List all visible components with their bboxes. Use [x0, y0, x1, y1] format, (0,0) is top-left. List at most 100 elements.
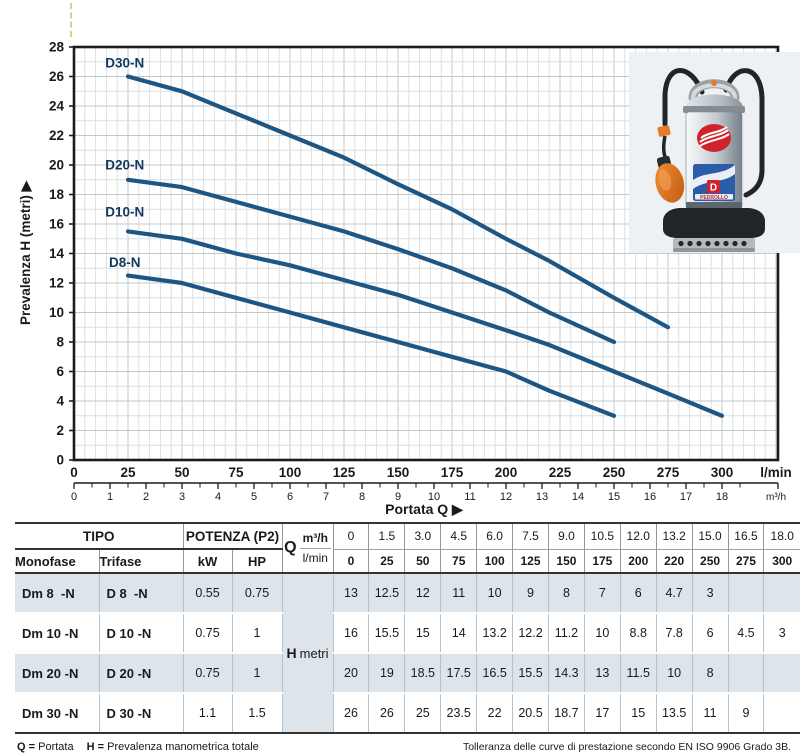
q-value-lmin: 25: [368, 549, 405, 574]
q-value-lmin: 75: [440, 549, 477, 574]
tolerance-footnote: Tolleranza delle curve di prestazione se…: [462, 741, 791, 753]
y-tick-label: 22: [49, 128, 64, 143]
q-value-lmin: 0: [332, 549, 369, 574]
legend-h-term: H =: [86, 741, 105, 753]
cell-hp: 0.75: [231, 573, 283, 613]
cell-kw: 0.75: [182, 652, 233, 693]
x-tick-label-m3h: 13: [536, 491, 548, 503]
page-trim-mark: [70, 3, 72, 37]
unit-lmin: l/min: [302, 551, 328, 565]
cell-h-value: 11: [440, 573, 477, 613]
cell-h-value: 12.5: [368, 573, 405, 613]
cell-h-value: 18.7: [547, 692, 585, 733]
x-axis-title: Portata Q ▶: [385, 501, 464, 517]
cell-h-value: 15.5: [368, 612, 405, 653]
series-letter: D: [710, 183, 717, 194]
cell-h-value: 4.5: [727, 612, 764, 653]
cell-h-value: 19: [368, 652, 405, 693]
q-value-m3h: 1.5: [368, 523, 405, 550]
q-value-lmin: 275: [727, 549, 764, 574]
cell-h-value: 6: [691, 612, 728, 653]
curve-label-D8-N: D8-N: [109, 255, 141, 270]
cell-kw: 0.75: [182, 612, 233, 653]
cell-h-value: 8.8: [619, 612, 657, 653]
cell-h-value: 20: [332, 652, 369, 693]
cell-h-value: 16.5: [476, 652, 513, 693]
cell-h-value: 13.5: [655, 692, 693, 733]
motor-dome: [685, 94, 743, 108]
y-tick-label: 4: [56, 394, 64, 409]
cell-h-value: 3: [691, 573, 728, 613]
cell-h-value: 13: [332, 573, 369, 613]
cell-trifase: D 20 -N: [98, 652, 184, 693]
q-value-lmin: 150: [547, 549, 585, 574]
q-value-m3h: 6.0: [476, 523, 513, 550]
x-tick-label-m3h: 14: [572, 491, 584, 503]
curve-label-D10-N: D10-N: [105, 205, 144, 220]
q-value-lmin: 125: [512, 549, 549, 574]
q-value-lmin: 300: [763, 549, 800, 574]
cell-h-value: 11: [691, 692, 728, 733]
q-value-m3h: 12.0: [619, 523, 657, 550]
x-tick-label-m3h: 1: [107, 491, 113, 503]
q-value-m3h: 0: [332, 523, 369, 550]
x-tick-label-m3h: 6: [287, 491, 293, 503]
x-tick-label-lmin: 175: [441, 465, 464, 480]
pump-curve-D8-N: [125, 273, 617, 418]
y-tick-label: 2: [56, 423, 64, 438]
x-tick-label-m3h: 7: [323, 491, 329, 503]
y-tick-label: 18: [49, 187, 65, 202]
cell-kw: 0.55: [182, 573, 233, 613]
y-tick-label: 26: [49, 69, 65, 84]
cell-h-value: 9: [727, 692, 764, 733]
cell-h-value: [727, 652, 764, 693]
cell-h-value: [763, 573, 800, 613]
cell-h-value: 8: [691, 652, 728, 693]
x-tick-label-m3h: 17: [680, 491, 692, 503]
table-row-D10-N: Dm 10 -N D 10 -N 0.75 1 16 15.5 15 14 13.2 12.2 11…: [15, 612, 800, 653]
cell-h-value: 6: [619, 573, 657, 613]
y-tick-label: 0: [56, 453, 64, 468]
cell-h-value: 17: [583, 692, 621, 733]
x-tick-label-lmin: 300: [711, 465, 734, 480]
cell-h-value: 18.5: [404, 652, 441, 693]
x-tick-label-m3h: 9: [395, 491, 401, 503]
q-value-m3h: 10.5: [583, 523, 621, 550]
suction-strainer: [673, 238, 755, 249]
x-tick-label-lmin: 200: [495, 465, 518, 480]
cell-h-value: 22: [476, 692, 513, 733]
y-tick-label: 24: [49, 99, 65, 114]
table-row-D30-N: Dm 30 -N D 30 -N 1.1 1.5 26 26 25 23.5 22 20.5 18.…: [15, 692, 800, 733]
page-footnotes: Q = Portata H = Prevalenza manometrica t…: [0, 741, 802, 754]
cell-h-value: 4.7: [655, 573, 693, 613]
pump-product-photo: D PEDROLLO: [629, 52, 800, 253]
curve-label-D20-N: D20-N: [105, 157, 144, 172]
q-value-m3h: 7.5: [512, 523, 549, 550]
y-axis-title: Prevalenza H (metri) ▶: [18, 179, 33, 325]
q-value-lmin: 220: [655, 549, 693, 574]
power-cable-right: [723, 68, 765, 198]
y-tick-label: 28: [49, 40, 65, 55]
cell-h-value: 11.2: [547, 612, 585, 653]
cell-trifase: D 10 -N: [98, 612, 184, 653]
x-tick-label-m3h: 8: [359, 491, 365, 503]
x-tick-label-m3h: 18: [716, 491, 728, 503]
table-row-D20-N: Dm 20 -N D 20 -N 0.75 1 20 19 18.5 17.5 16.5 15.5…: [15, 652, 800, 693]
q-value-m3h: 13.2: [655, 523, 693, 550]
cable-clip: [657, 125, 671, 137]
cell-h-value: [763, 692, 800, 733]
q-value-lmin: 250: [691, 549, 728, 574]
y-tick-label: 12: [49, 276, 64, 291]
cell-h-value: 25: [404, 692, 441, 733]
q-symbol: Q: [284, 539, 297, 556]
brand-logo-badge: [697, 124, 731, 152]
x-tick-label-m3h: 0: [71, 491, 77, 503]
q-value-m3h: 3.0: [404, 523, 441, 550]
x-tick-label-m3h: 2: [143, 491, 149, 503]
pump-illustration: D PEDROLLO: [655, 68, 765, 252]
cell-h-value: 11.5: [619, 652, 657, 693]
q-value-lmin: 50: [404, 549, 441, 574]
pump-base: [663, 208, 765, 238]
